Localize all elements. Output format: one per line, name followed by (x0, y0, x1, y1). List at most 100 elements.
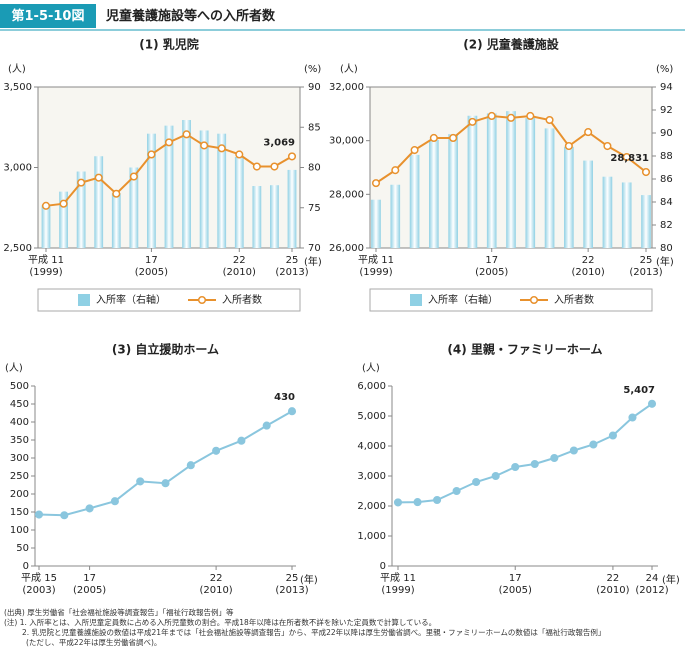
legend-label: 入所率（右軸） (96, 293, 166, 306)
y2-tick-label: 80 (308, 163, 321, 174)
data-point (452, 486, 461, 496)
data-point (77, 178, 86, 187)
data-point (371, 179, 381, 188)
data-point (603, 141, 612, 151)
data-point (506, 113, 516, 122)
data-point (182, 130, 191, 139)
data-point (60, 511, 69, 520)
bar (602, 176, 613, 248)
x-tick-label: (2005) (499, 585, 532, 596)
data-point (584, 128, 593, 137)
y-tick-label: 100 (10, 525, 29, 536)
legend-box (369, 288, 653, 312)
y-tick-label: 3,000 (357, 471, 386, 482)
data-point (112, 189, 121, 198)
x-tick-label: 17 (83, 573, 96, 584)
y-tick-label: 2,500 (3, 243, 32, 254)
y-tick-label: 450 (10, 399, 29, 410)
data-point (164, 138, 174, 147)
y-tick-label: 5,000 (357, 411, 386, 422)
x-tick-label: (1999) (29, 267, 62, 278)
x-axis-unit: (年) (300, 573, 318, 586)
bar (371, 199, 381, 248)
chart-title: (4) 里親・ファミリーホーム (447, 342, 602, 357)
data-label: 5,407 (623, 385, 655, 396)
legend-swatch (78, 294, 90, 306)
data-point (391, 166, 400, 175)
data-point (287, 152, 297, 161)
bar (544, 128, 555, 248)
y2-axis-unit: (%) (304, 64, 321, 75)
data-point (110, 497, 119, 506)
data-point (472, 477, 481, 487)
data-point (530, 459, 539, 469)
data-point (564, 141, 573, 151)
y2-tick-label: 90 (308, 82, 321, 93)
x-tick-label: 22 (607, 573, 620, 584)
y2-tick-label: 82 (660, 220, 673, 231)
y2-tick-label: 88 (660, 151, 673, 162)
y2-tick-label: 84 (660, 197, 673, 208)
y-tick-label: 6,000 (357, 381, 386, 392)
y2-tick-label: 75 (308, 203, 321, 214)
data-line (397, 402, 653, 504)
x-tick-label: (2005) (135, 267, 168, 278)
y-tick-label: 28,000 (329, 189, 364, 200)
bar (217, 133, 227, 248)
y-tick-label: 2,000 (357, 501, 386, 512)
y2-tick-label: 92 (660, 105, 673, 116)
x-tick-label: (2012) (635, 585, 668, 596)
x-tick-label: (2005) (73, 585, 106, 596)
data-point (569, 446, 578, 455)
x-tick-label: (2010) (223, 267, 256, 278)
x-tick-label: 平成 11 (358, 254, 394, 266)
y-tick-label: 0 (23, 561, 29, 572)
x-tick-label: 平成 11 (380, 572, 416, 584)
x-tick-label: 平成 15 (21, 572, 57, 584)
x-tick-label: 25 (286, 573, 299, 584)
y-tick-label: 26,000 (329, 243, 364, 254)
x-tick-label: (2013) (629, 267, 662, 278)
bar (41, 205, 51, 248)
data-point (41, 201, 51, 210)
bar (448, 134, 458, 248)
y-tick-label: 500 (10, 381, 29, 392)
bar (129, 167, 139, 248)
page-title: 児童養護施設等への入所者数 (105, 8, 276, 24)
bar (270, 185, 279, 248)
y2-tick-label: 90 (660, 128, 673, 139)
chart-title: (2) 児童養護施設 (463, 37, 559, 52)
bar (525, 118, 536, 248)
x-tick-label: (1999) (381, 585, 414, 596)
y-tick-label: 350 (10, 435, 29, 446)
x-tick-label: 22 (582, 255, 595, 266)
y-tick-label: 0 (380, 561, 386, 572)
note: (注) 1. 入所率とは、入所児童定員数に占める入所児童数の割合。平成18年以降… (4, 617, 436, 627)
bar (409, 154, 420, 248)
badge-bg (0, 4, 96, 28)
data-point (429, 133, 438, 143)
data-point (237, 436, 246, 445)
y-axis-unit: (人) (362, 362, 380, 374)
data-label: 28,831 (610, 153, 649, 164)
data-point (235, 150, 244, 159)
data-point (410, 146, 419, 155)
y-tick-label: 4,000 (357, 441, 386, 452)
legend-label: 入所者数 (222, 293, 262, 306)
data-label: 3,069 (263, 137, 295, 148)
y-tick-label: 200 (10, 489, 29, 500)
legend-swatch (529, 295, 539, 305)
data-point (622, 152, 631, 162)
data-point (252, 162, 261, 171)
bar (429, 139, 439, 248)
bar (506, 111, 516, 249)
chart-title: (1) 乳児院 (139, 37, 199, 52)
bar (59, 191, 68, 248)
x-tick-label: 25 (640, 255, 653, 266)
data-point (161, 479, 170, 488)
bar (76, 171, 86, 248)
x-tick-label: 17 (145, 255, 158, 266)
data-point (628, 413, 637, 422)
data-point (641, 167, 651, 177)
